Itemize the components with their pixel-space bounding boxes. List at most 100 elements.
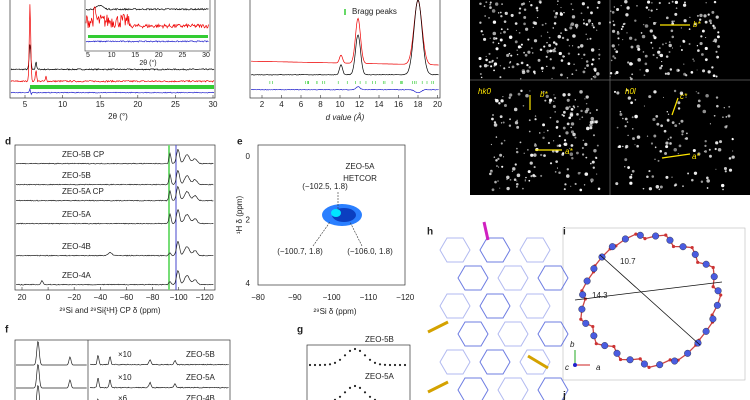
diffraction-spot [581,146,584,150]
diffraction-spot [682,185,684,188]
diffraction-spot [583,53,586,56]
diffraction-spot [528,1,531,3]
diffraction-spot [642,51,645,53]
cage [457,377,489,400]
distance-label: 10.7 [620,257,636,266]
diffraction-spot [556,3,559,6]
diffraction-spot [688,28,691,31]
diffraction-spot [543,131,545,133]
diffraction-spot [696,104,701,108]
diffraction-spot [574,23,579,28]
diffraction-spot [509,93,513,97]
x-tick-label: −110 [360,293,378,302]
diffraction-spot [596,72,600,76]
diffraction-spot [555,160,558,164]
diffraction-spot [523,152,525,155]
silicon [636,231,644,239]
diffraction-spot [525,176,527,179]
diffraction-spot [495,47,499,51]
spectrum [89,378,229,389]
diffraction-spot [527,50,531,54]
data-point [338,395,342,398]
diffraction-spot [636,135,641,139]
diffraction-spot [585,23,589,26]
diffraction-spot [496,57,499,59]
diffraction-spot [490,65,493,68]
diffraction-spot [707,13,710,16]
diffraction-spot [528,66,531,69]
diffraction-spot [516,53,519,56]
diffraction-spot [504,11,508,16]
diffraction-spot [704,150,707,153]
diffraction-spot [659,66,662,70]
diffraction-spot [523,16,527,19]
diffraction-spot [554,15,557,19]
diffraction-spot [540,66,544,70]
diffraction-spot [629,76,631,79]
diffraction-spot [569,147,571,150]
diffraction-spot [612,20,615,22]
diffraction-spot [722,188,724,191]
diffraction-spot [719,140,723,144]
diffraction-spot [712,40,714,42]
diffraction-spot [695,91,697,93]
x-tick-label: −80 [251,293,265,302]
oxygen [719,293,723,297]
diffraction-spot [571,73,574,76]
diffraction-spot [658,1,661,5]
diffraction-spot [499,153,503,157]
diffraction-spot [566,38,569,42]
diffraction-spot [572,132,576,137]
diffraction-spot [615,182,619,186]
diffraction-spot [665,141,669,145]
diffraction-spot [636,144,639,148]
diffraction-spot [498,166,500,168]
y-axis-label: ¹H δ (ppm) [235,196,244,235]
diffraction-spot [522,187,524,190]
diffraction-spot [503,139,506,142]
oxygen [668,358,672,362]
diffraction-spot [562,126,566,130]
diffraction-spot [661,43,664,46]
oxygen [664,233,668,237]
inset-black [86,5,209,11]
diffraction-spot [493,64,496,67]
diffraction-spot [548,44,552,47]
spectrum [89,355,229,366]
diffraction-spot [489,172,492,176]
silicon [640,360,648,368]
diffraction-spot [659,185,663,189]
diffraction-spot [579,188,583,192]
zone-label: hk0 [478,87,491,96]
framework [439,237,569,400]
diffraction-spot [487,64,489,67]
diffraction-spot [544,99,547,102]
diffraction-spot [534,115,537,117]
silicon [702,260,710,268]
diffraction-spot [585,156,588,159]
diffraction-spot [493,69,495,72]
diffraction-spot [583,19,585,21]
diffraction-spot [569,113,574,117]
diffraction-spot [590,63,594,66]
diffraction-spot [657,50,661,54]
diffraction-spot [656,8,658,11]
diffraction-spot [616,91,620,95]
diffraction-spot [592,26,595,29]
diffraction-spot [648,170,651,173]
diffraction-spot [490,143,493,146]
diffraction-spot [644,62,648,66]
diffraction-spot [555,11,558,15]
diffraction-spot [704,46,708,51]
diffraction-spot [620,5,622,7]
diffraction-spot [648,187,653,191]
diffraction-spot [565,106,569,111]
silicon [652,232,660,240]
x-tick-label: 18 [414,100,423,109]
diffraction-spot [574,99,576,101]
diffraction-spot [513,107,518,112]
diffraction-spot [492,20,497,24]
diffraction-spot [731,155,735,159]
diffraction-spot [705,94,709,98]
diffraction-spot [639,69,641,71]
